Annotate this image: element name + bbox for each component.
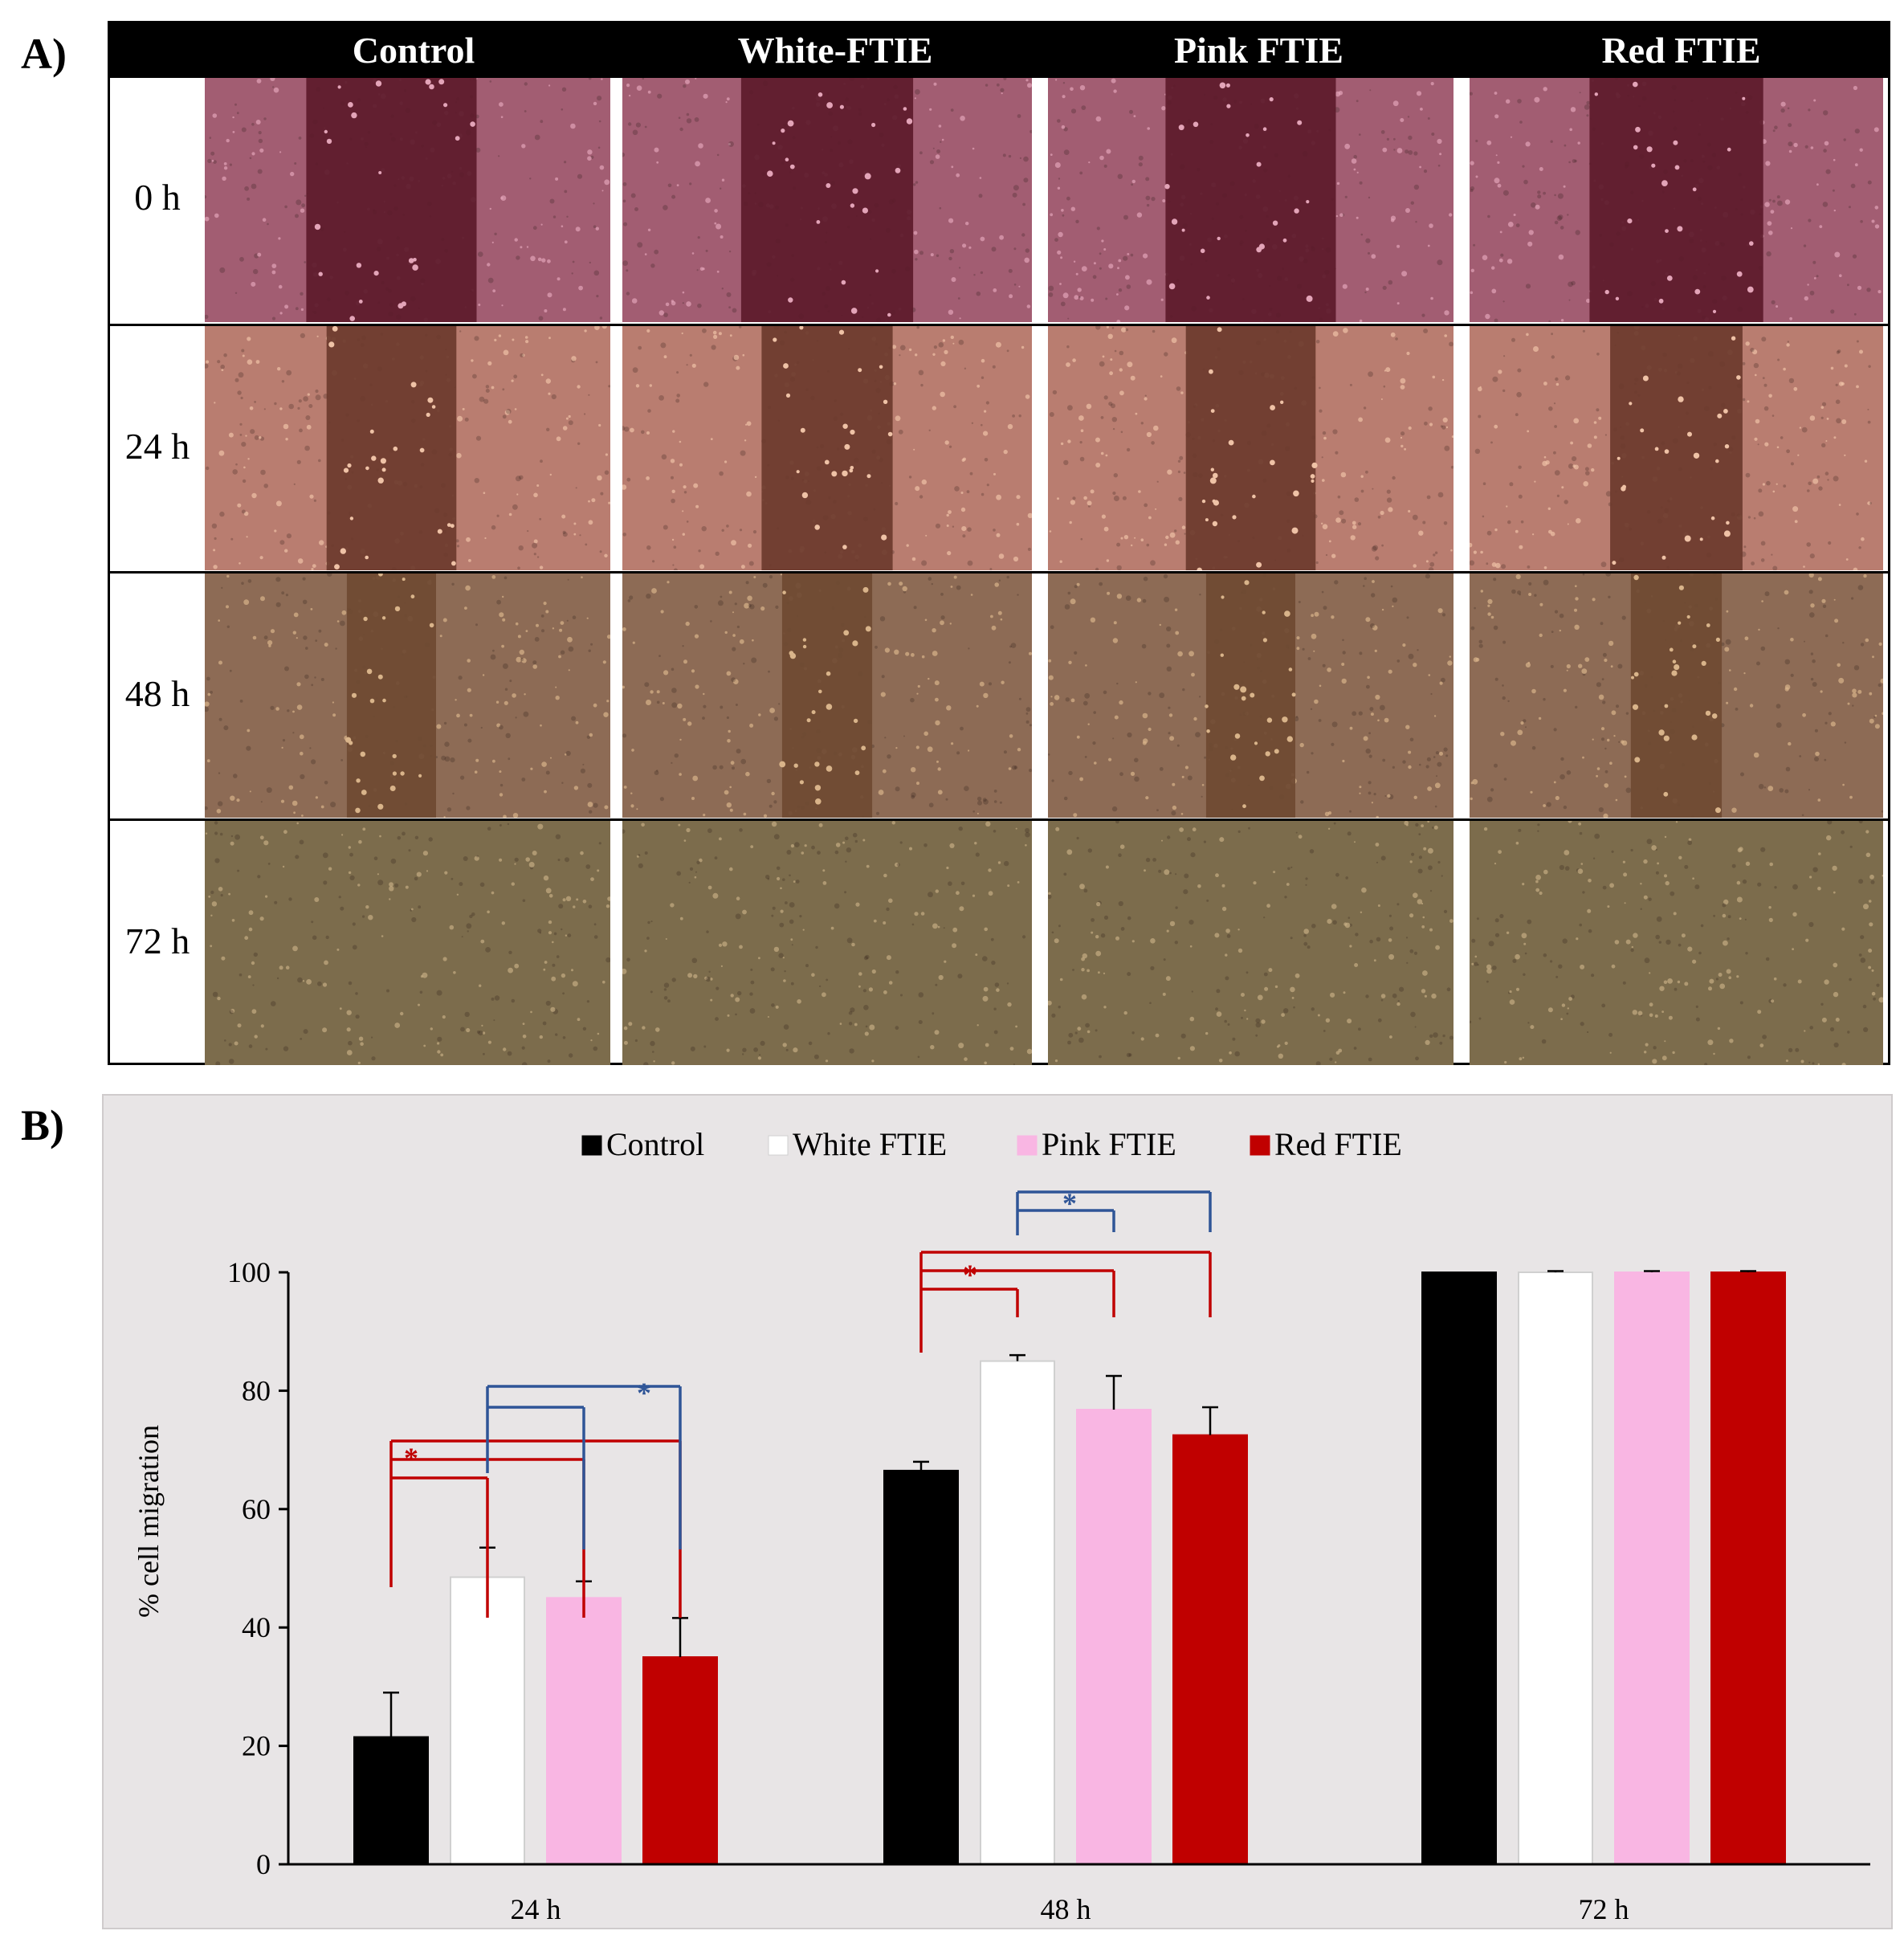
y-axis-label: % cell migration [133, 1425, 165, 1618]
row-divider [110, 571, 1888, 574]
bar-control [353, 1736, 429, 1865]
bar-pink-ftie [546, 1597, 622, 1865]
column-header-control: Control [352, 30, 475, 71]
micrograph-image [1048, 326, 1453, 570]
y-axis: 0 20 40 60 80 100 [227, 1256, 290, 1880]
micrograph-grid: Control White-FTIE Pink FTIE Red FTIE 0 … [108, 21, 1890, 1065]
micrograph-image [1470, 78, 1883, 322]
micrograph-image [1048, 821, 1453, 1065]
y-tick-label: 0 [256, 1848, 271, 1880]
x-tick-label: 72 h [1579, 1893, 1629, 1925]
micrograph-image [622, 78, 1032, 322]
row-divider [110, 324, 1888, 326]
column-header-pink-ftie: Pink FTIE [1174, 30, 1343, 71]
legend-label: Red FTIE [1274, 1126, 1402, 1162]
bars [353, 1272, 1786, 1865]
micrograph-image [205, 326, 610, 570]
micrograph-image [1470, 821, 1883, 1065]
bar-white-ftie [1518, 1272, 1593, 1865]
row-label-24h: 24 h [124, 426, 190, 467]
y-tick-label: 80 [242, 1374, 271, 1406]
micrograph-image [205, 574, 610, 818]
chart-legend: Control White FTIE Pink FTIE Red FTIE [581, 1126, 1402, 1162]
y-tick-label: 20 [242, 1730, 271, 1762]
column-header-bar: Control White-FTIE Pink FTIE Red FTIE [110, 23, 1888, 78]
row-label-72h: 72 h [124, 920, 190, 961]
legend-swatch [1250, 1135, 1270, 1156]
legend-label: White FTIE [793, 1126, 947, 1162]
x-tick-label: 48 h [1041, 1893, 1091, 1925]
y-tick-label: 60 [242, 1493, 271, 1525]
bar-red-ftie [642, 1656, 718, 1865]
bar-pink-ftie [1076, 1408, 1152, 1865]
y-tick-label: 40 [242, 1611, 271, 1643]
micrograph-image [622, 326, 1032, 570]
bar-control [1421, 1272, 1497, 1865]
row-label-0h: 0 h [134, 177, 181, 218]
significance-brackets: * * * * [389, 1187, 1212, 1618]
legend-swatch [1017, 1135, 1038, 1156]
panel-a-label: A) [21, 30, 67, 78]
micrograph-image [1470, 326, 1883, 570]
bar-pink-ftie [1614, 1272, 1690, 1865]
significance-star: * [963, 1259, 977, 1291]
significance-star: * [1062, 1187, 1077, 1219]
bar-white-ftie [450, 1576, 525, 1865]
x-tick-label: 24 h [511, 1893, 561, 1925]
micrograph-image [622, 821, 1032, 1065]
legend-swatch [581, 1135, 602, 1156]
bar-chart-panel: Control White FTIE Pink FTIE Red FTIE 0 20 40… [102, 1094, 1893, 1929]
column-header-red-ftie: Red FTIE [1601, 30, 1761, 71]
significance-star: * [404, 1442, 418, 1474]
micrograph-image [1048, 78, 1453, 322]
micrograph-image [1048, 574, 1453, 818]
row-label-48h: 48 h [124, 673, 190, 714]
legend-label: Pink FTIE [1042, 1126, 1176, 1162]
x-axis: 24 h 48 h 72 h [288, 1863, 1870, 1925]
micrograph-image [622, 574, 1032, 818]
column-header-white-ftie: White-FTIE [737, 30, 933, 71]
bar-white-ftie [980, 1360, 1055, 1865]
y-tick-label: 100 [227, 1256, 271, 1288]
micrograph-image [1470, 574, 1883, 818]
panel-b-label: B) [21, 1101, 64, 1149]
bar-red-ftie [1710, 1272, 1786, 1865]
bar-control [883, 1469, 959, 1865]
bar-chart: Control White FTIE Pink FTIE Red FTIE 0 20 40… [133, 1126, 1870, 1925]
significance-star: * [637, 1377, 651, 1409]
legend-label: Control [606, 1126, 704, 1162]
legend-swatch [768, 1135, 789, 1156]
micrograph-image [205, 78, 610, 322]
micrograph-image [205, 821, 610, 1065]
bar-red-ftie [1172, 1434, 1248, 1865]
row-divider [110, 818, 1888, 821]
